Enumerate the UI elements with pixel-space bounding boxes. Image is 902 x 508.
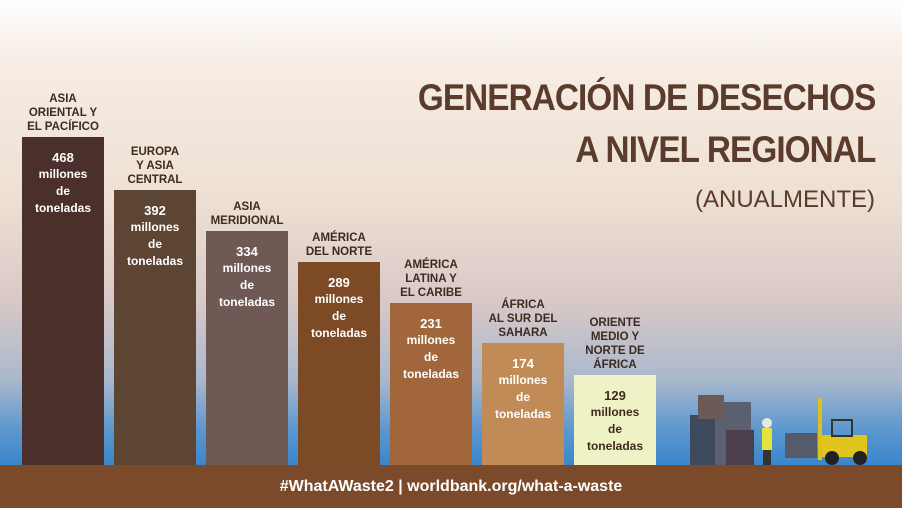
- unit-label: millones de toneladas: [482, 372, 564, 423]
- unit-label: millones de toneladas: [114, 219, 196, 270]
- chart-title: GENERACIÓN DE DESECHOS A NIVEL REGIONAL: [417, 72, 875, 176]
- category-label: AMÉRICA LATINA Y EL CARIBE: [382, 258, 480, 300]
- category-label: ASIA ORIENTAL Y EL PACÍFICO: [14, 92, 112, 134]
- unit-label: millones de toneladas: [574, 404, 656, 455]
- forklift-mast: [818, 398, 822, 460]
- value-label: 468: [22, 149, 104, 166]
- category-label: ASIA MERIDIONAL: [198, 200, 296, 228]
- infographic: GENERACIÓN DE DESECHOS A NIVEL REGIONAL …: [0, 0, 902, 508]
- value-label: 129: [574, 387, 656, 404]
- value-label: 174: [482, 355, 564, 372]
- value-label: 289: [298, 274, 380, 291]
- footer: #WhatAWaste2 | worldbank.org/what-a-wast…: [0, 465, 902, 508]
- unit-label: millones de toneladas: [298, 291, 380, 342]
- worker-head: [762, 418, 772, 428]
- unit-label: millones de toneladas: [390, 332, 472, 383]
- unit-label: millones de toneladas: [22, 166, 104, 217]
- value-label: 392: [114, 202, 196, 219]
- recycling-illustration: [680, 390, 902, 465]
- wheel: [825, 451, 839, 465]
- worker: [762, 428, 772, 450]
- bale: [785, 433, 817, 458]
- category-label: ÁFRICA AL SUR DEL SAHARA: [474, 298, 572, 340]
- bale: [726, 430, 754, 465]
- category-label: ORIENTE MEDIO Y NORTE DE ÁFRICA: [566, 316, 664, 372]
- wheel: [853, 451, 867, 465]
- worker-legs: [763, 450, 771, 465]
- bale: [698, 395, 724, 419]
- forklift-cab: [832, 420, 852, 436]
- value-label: 231: [390, 315, 472, 332]
- category-label: AMÉRICA DEL NORTE: [290, 231, 388, 259]
- category-label: EUROPA Y ASIA CENTRAL: [106, 145, 204, 187]
- unit-label: millones de toneladas: [206, 260, 288, 311]
- chart-subtitle: (ANUALMENTE): [695, 186, 875, 214]
- value-label: 334: [206, 243, 288, 260]
